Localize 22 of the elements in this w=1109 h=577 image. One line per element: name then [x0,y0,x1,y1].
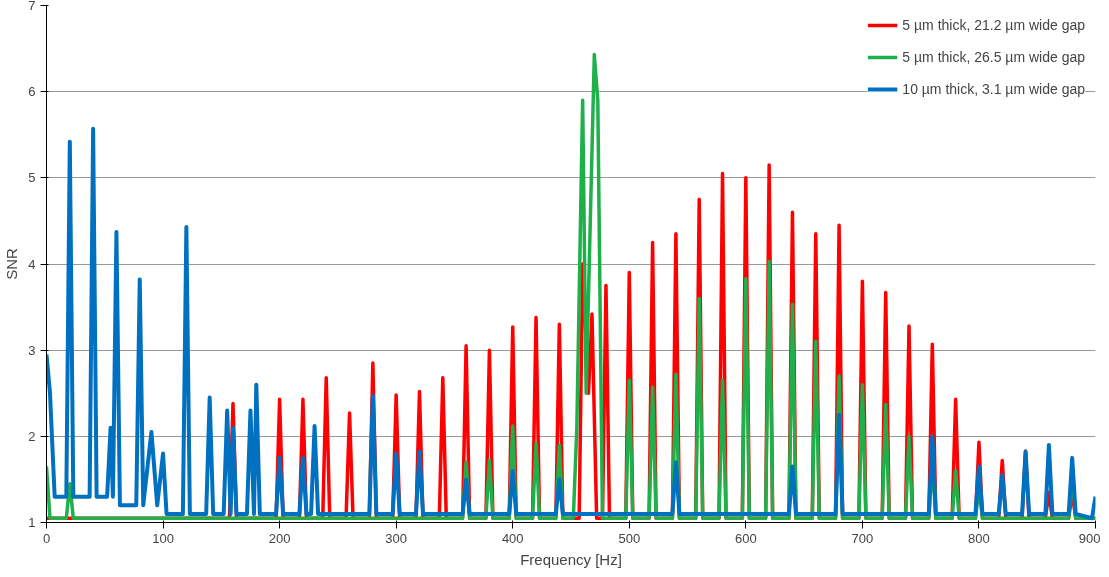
y-tick-label: 6 [28,84,36,100]
x-axis-title: Frequency [Hz] [520,550,622,568]
x-tick-label: 400 [501,530,524,546]
legend-label: 5 µm thick, 21.2 µm wide gap [902,17,1085,33]
y-tick-label: 7 [28,0,36,13]
legend-label: 5 µm thick, 26.5 µm wide gap [902,49,1085,65]
y-tick-label: 1 [28,515,36,530]
x-tick-label: 100 [152,530,174,546]
y-tick-label: 4 [28,256,36,272]
x-tick-label: 600 [734,530,757,546]
x-tick-label: 0 [42,530,51,546]
x-tick-label: 900 [1078,530,1101,546]
legend-label: 10 µm thick, 3.1 µm wide gap [902,81,1085,97]
y-tick-label: 2 [28,428,36,444]
x-tick-label: 500 [618,530,641,546]
y-tick-label: 5 [28,170,36,186]
x-tick-label: 800 [968,530,990,546]
x-tick-label: 300 [385,530,408,546]
y-tick-label: 3 [28,342,36,358]
x-tick-label: 700 [851,530,874,546]
y-axis-title: SNR [3,248,21,280]
x-tick-label: 200 [268,530,291,546]
